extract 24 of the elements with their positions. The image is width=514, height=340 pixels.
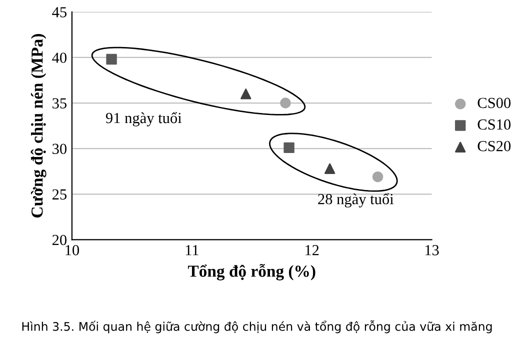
y-tick-label: 20 — [52, 234, 67, 246]
x-tick-label: 11 — [186, 245, 198, 256]
point — [280, 98, 291, 108]
y-tick-label: 35 — [52, 98, 66, 108]
point — [372, 171, 384, 182]
annotation: 28 ngày tuổi — [318, 193, 394, 208]
point — [106, 54, 117, 65]
x-tick-label: 13 — [425, 245, 439, 256]
legend-label: CS00 — [478, 98, 511, 108]
y-tick-label: 45 — [52, 7, 66, 18]
legend-label: CS10 — [478, 119, 511, 130]
point — [284, 142, 294, 154]
y-tick-label: 40 — [52, 52, 67, 63]
text: Hình 3.5. Mối quan hệ giữa cường độ chịu nén và tổng độ rỗng của vữa xi măng — [22, 320, 492, 334]
x-axis-title: Tổng độ rỗng (%) — [188, 264, 316, 280]
y-tick-label: 25 — [52, 189, 66, 200]
y-axis-title: Cường độ chịu nén (MPa) — [30, 34, 46, 218]
point — [240, 88, 252, 100]
x-tick-label: 12 — [306, 245, 319, 256]
annotation: 91 ngày tuổi — [106, 112, 182, 126]
legend-label: CS20 — [478, 140, 511, 152]
x-tick-label: 10 — [66, 245, 80, 256]
y-tick-label: 30 — [52, 144, 67, 154]
point — [324, 163, 336, 174]
